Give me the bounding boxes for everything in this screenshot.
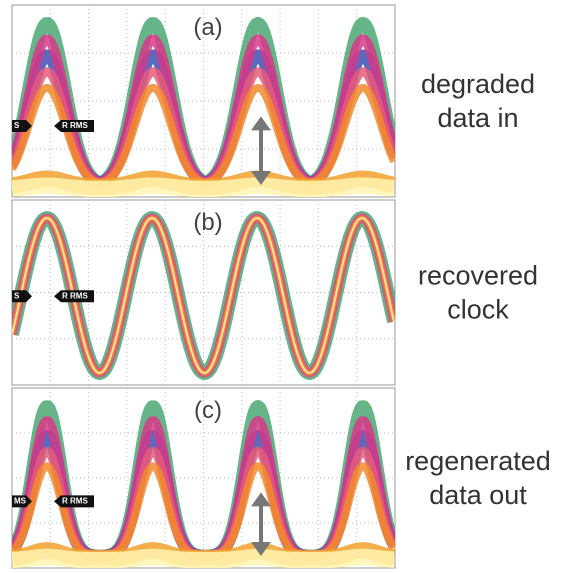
- marker-text: R RMS: [62, 121, 88, 130]
- marker-tag: [54, 495, 94, 508]
- marker-text: S: [14, 291, 20, 300]
- trace: [12, 177, 395, 197]
- marker-text: MS: [14, 497, 27, 506]
- arrow-head: [251, 492, 271, 556]
- marker-text: S: [14, 121, 20, 130]
- marker-tag: [54, 119, 94, 132]
- caption-line: recovered: [418, 261, 538, 291]
- marker-tag: [12, 495, 32, 508]
- waveform: [12, 5, 395, 197]
- trace: [12, 217, 395, 374]
- caption-line: degraded: [421, 69, 535, 99]
- panel-label: (b): [193, 209, 222, 236]
- caption-line: data in: [437, 103, 518, 133]
- trace: [12, 548, 395, 568]
- marker-text: R RMS: [62, 497, 88, 506]
- marker-tag: [12, 119, 32, 132]
- arrow-head: [251, 116, 271, 185]
- marker-tag: [54, 290, 94, 303]
- marker-text: R RMS: [62, 291, 88, 300]
- marker-tag: [12, 290, 32, 303]
- caption-line: regenerated: [405, 446, 551, 476]
- caption-line: clock: [447, 295, 509, 325]
- caption-line: data out: [429, 480, 527, 510]
- waveform: [12, 388, 395, 568]
- panel-label: (c): [194, 397, 222, 424]
- panel-label: (a): [193, 14, 222, 41]
